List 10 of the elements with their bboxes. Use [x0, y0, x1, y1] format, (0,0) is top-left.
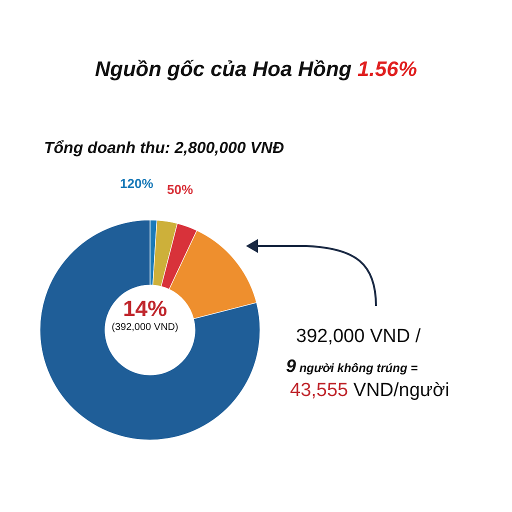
text: 120% [120, 176, 154, 191]
text: (392,000 VND) [110, 322, 180, 333]
text: 50% [167, 182, 194, 197]
text: 9 người không trúng = [286, 356, 418, 377]
text: 14% [122, 296, 168, 322]
text: 43,555 VND/người [290, 380, 450, 402]
chart-title: Nguồn gốc của Hoa Hồng 1.56% [94, 58, 418, 82]
donut-slice [40, 220, 260, 440]
text: 392,000 VND / [296, 326, 421, 348]
chart-subtitle: Tổng doanh thu: 2,800,000 VNĐ [44, 140, 284, 158]
